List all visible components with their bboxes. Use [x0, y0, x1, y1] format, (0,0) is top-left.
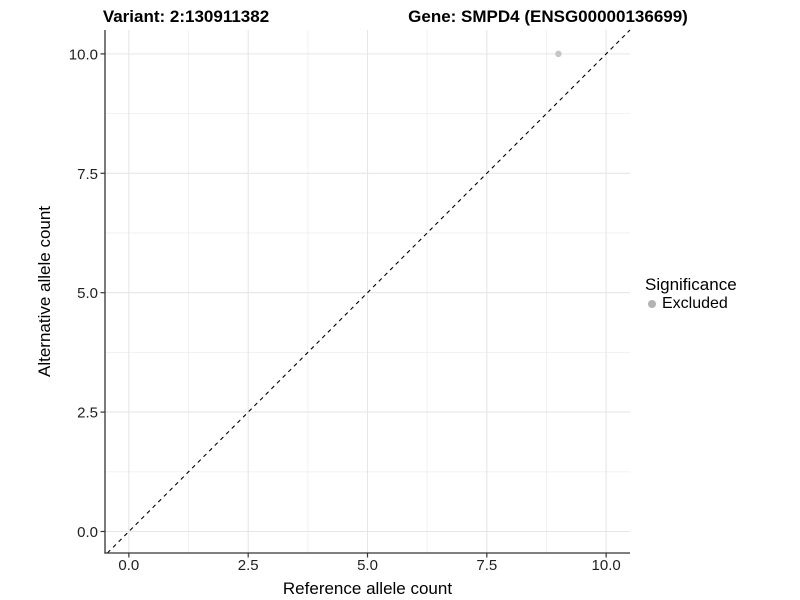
x-tick-label: 5.0 — [357, 557, 378, 574]
identity-reference-line — [106, 29, 631, 554]
x-axis-title: Reference allele count — [283, 579, 452, 598]
y-tick-label: 5.0 — [77, 285, 98, 302]
x-tick-label: 2.5 — [238, 557, 259, 574]
x-tick-label: 0.0 — [118, 557, 139, 574]
legend: Significance Excluded — [645, 276, 737, 313]
legend-key-dot-icon — [648, 300, 656, 308]
x-tick-label: 10.0 — [592, 557, 621, 574]
y-tick-label: 10.0 — [69, 46, 98, 63]
plot-title-gene: Gene: SMPD4 (ENSG00000136699) — [408, 7, 688, 26]
y-axis-title: Alternative allele count — [35, 206, 54, 377]
x-tick-label: 7.5 — [476, 557, 497, 574]
legend-item-excluded: Excluded — [645, 295, 737, 313]
y-tick-label: 7.5 — [77, 166, 98, 183]
legend-title: Significance — [645, 275, 737, 294]
plot-title-variant: Variant: 2:130911382 — [102, 7, 270, 26]
y-tick-label: 2.5 — [77, 405, 98, 422]
y-tick-label: 0.0 — [77, 524, 98, 541]
legend-item-label: Excluded — [662, 295, 728, 312]
data-point-excluded — [555, 50, 562, 58]
